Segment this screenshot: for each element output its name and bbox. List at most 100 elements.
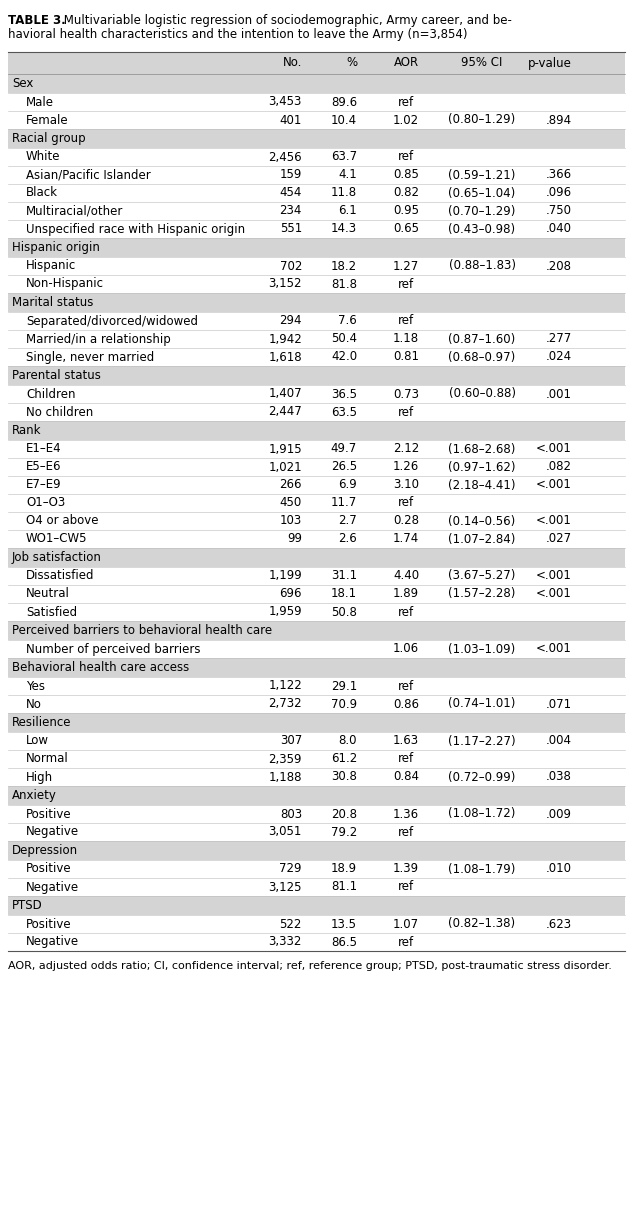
Bar — [8, 602, 625, 621]
Text: 522: 522 — [280, 918, 302, 931]
Text: No children: No children — [26, 405, 93, 419]
Bar — [8, 841, 625, 860]
Text: (0.60–0.88): (0.60–0.88) — [449, 387, 515, 400]
Text: 450: 450 — [280, 497, 302, 510]
Text: 2,359: 2,359 — [268, 752, 302, 765]
Text: 95% CI: 95% CI — [461, 56, 503, 69]
Text: 36.5: 36.5 — [331, 387, 357, 400]
Text: Non-Hispanic: Non-Hispanic — [26, 277, 104, 291]
Text: Parental status: Parental status — [12, 369, 101, 382]
Text: .027: .027 — [546, 533, 572, 545]
Bar — [8, 713, 625, 731]
Text: .071: .071 — [546, 697, 572, 711]
Text: E7–E9: E7–E9 — [26, 478, 61, 492]
Text: 13.5: 13.5 — [331, 918, 357, 931]
Text: .750: .750 — [546, 204, 572, 218]
Text: 1.26: 1.26 — [393, 460, 419, 473]
Text: 0.82: 0.82 — [393, 186, 419, 200]
Text: .009: .009 — [546, 808, 572, 820]
Bar — [8, 804, 625, 823]
Bar — [8, 239, 625, 257]
Text: Normal: Normal — [26, 752, 69, 765]
Text: 1,915: 1,915 — [268, 443, 302, 455]
Text: 8.0: 8.0 — [339, 735, 357, 747]
Text: ref: ref — [398, 606, 414, 618]
Bar — [8, 166, 625, 184]
Text: (0.82–1.38): (0.82–1.38) — [448, 918, 515, 931]
Text: (3.67–5.27): (3.67–5.27) — [448, 570, 516, 583]
Bar — [8, 330, 625, 348]
Text: (1.03–1.09): (1.03–1.09) — [448, 643, 516, 656]
Text: (0.97–1.62): (0.97–1.62) — [448, 460, 516, 473]
Text: Children: Children — [26, 387, 75, 400]
Bar — [8, 768, 625, 786]
Text: 0.73: 0.73 — [393, 387, 419, 400]
Text: 14.3: 14.3 — [331, 223, 357, 236]
Text: Yes: Yes — [26, 679, 45, 692]
Text: Depression: Depression — [12, 845, 78, 857]
Text: Multiracial/other: Multiracial/other — [26, 204, 123, 218]
Text: <.001: <.001 — [536, 478, 572, 492]
Text: 0.85: 0.85 — [393, 168, 419, 181]
Bar — [8, 129, 625, 148]
Text: Negative: Negative — [26, 825, 79, 839]
Text: Rank: Rank — [12, 424, 42, 437]
Text: (1.08–1.72): (1.08–1.72) — [448, 808, 516, 820]
Bar — [8, 403, 625, 421]
Text: .096: .096 — [546, 186, 572, 200]
Text: 266: 266 — [280, 478, 302, 492]
Text: (0.87–1.60): (0.87–1.60) — [448, 332, 516, 346]
Bar — [8, 220, 625, 239]
Bar — [8, 74, 625, 92]
Bar — [8, 585, 625, 602]
Text: 401: 401 — [280, 113, 302, 127]
Text: 49.7: 49.7 — [331, 443, 357, 455]
Text: 3,051: 3,051 — [268, 825, 302, 839]
Text: 2.6: 2.6 — [338, 533, 357, 545]
Text: 29.1: 29.1 — [331, 679, 357, 692]
Text: havioral health characteristics and the intention to leave the Army (n=3,854): havioral health characteristics and the … — [8, 28, 468, 41]
Text: E1–E4: E1–E4 — [26, 443, 61, 455]
Text: 1,407: 1,407 — [268, 387, 302, 400]
Text: O1–O3: O1–O3 — [26, 497, 65, 510]
Text: (1.17–2.27): (1.17–2.27) — [448, 735, 516, 747]
Bar — [8, 860, 625, 877]
Text: 0.81: 0.81 — [393, 350, 419, 364]
Text: 2,456: 2,456 — [268, 151, 302, 163]
Text: .038: .038 — [546, 770, 572, 784]
Text: 7.6: 7.6 — [338, 314, 357, 327]
Text: Neutral: Neutral — [26, 588, 70, 600]
Text: ref: ref — [398, 881, 414, 893]
Text: 1,188: 1,188 — [268, 770, 302, 784]
Text: Anxiety: Anxiety — [12, 789, 57, 802]
Text: .004: .004 — [546, 735, 572, 747]
Bar — [8, 312, 625, 330]
Text: 70.9: 70.9 — [331, 697, 357, 711]
Text: 1.63: 1.63 — [393, 735, 419, 747]
Text: Sex: Sex — [12, 77, 34, 90]
Text: 1.06: 1.06 — [393, 643, 419, 656]
Text: 159: 159 — [280, 168, 302, 181]
Text: 18.2: 18.2 — [331, 259, 357, 273]
Text: (0.72–0.99): (0.72–0.99) — [448, 770, 516, 784]
Text: 6.9: 6.9 — [338, 478, 357, 492]
Bar — [8, 933, 625, 950]
Text: 11.8: 11.8 — [331, 186, 357, 200]
Text: 11.7: 11.7 — [331, 497, 357, 510]
Text: 2.7: 2.7 — [338, 515, 357, 527]
Bar — [8, 658, 625, 677]
Text: 42.0: 42.0 — [331, 350, 357, 364]
Text: No: No — [26, 697, 42, 711]
Text: AOR: AOR — [394, 56, 418, 69]
Bar — [8, 823, 625, 841]
Text: (0.80–1.29): (0.80–1.29) — [448, 113, 516, 127]
Bar — [8, 92, 625, 111]
Text: 2,732: 2,732 — [268, 697, 302, 711]
Text: 729: 729 — [280, 863, 302, 875]
Bar — [8, 366, 625, 385]
Text: Unspecified race with Hispanic origin: Unspecified race with Hispanic origin — [26, 223, 245, 236]
Text: 1.89: 1.89 — [393, 588, 419, 600]
Text: 1.36: 1.36 — [393, 808, 419, 820]
Text: ref: ref — [398, 752, 414, 765]
Text: 1.74: 1.74 — [393, 533, 419, 545]
